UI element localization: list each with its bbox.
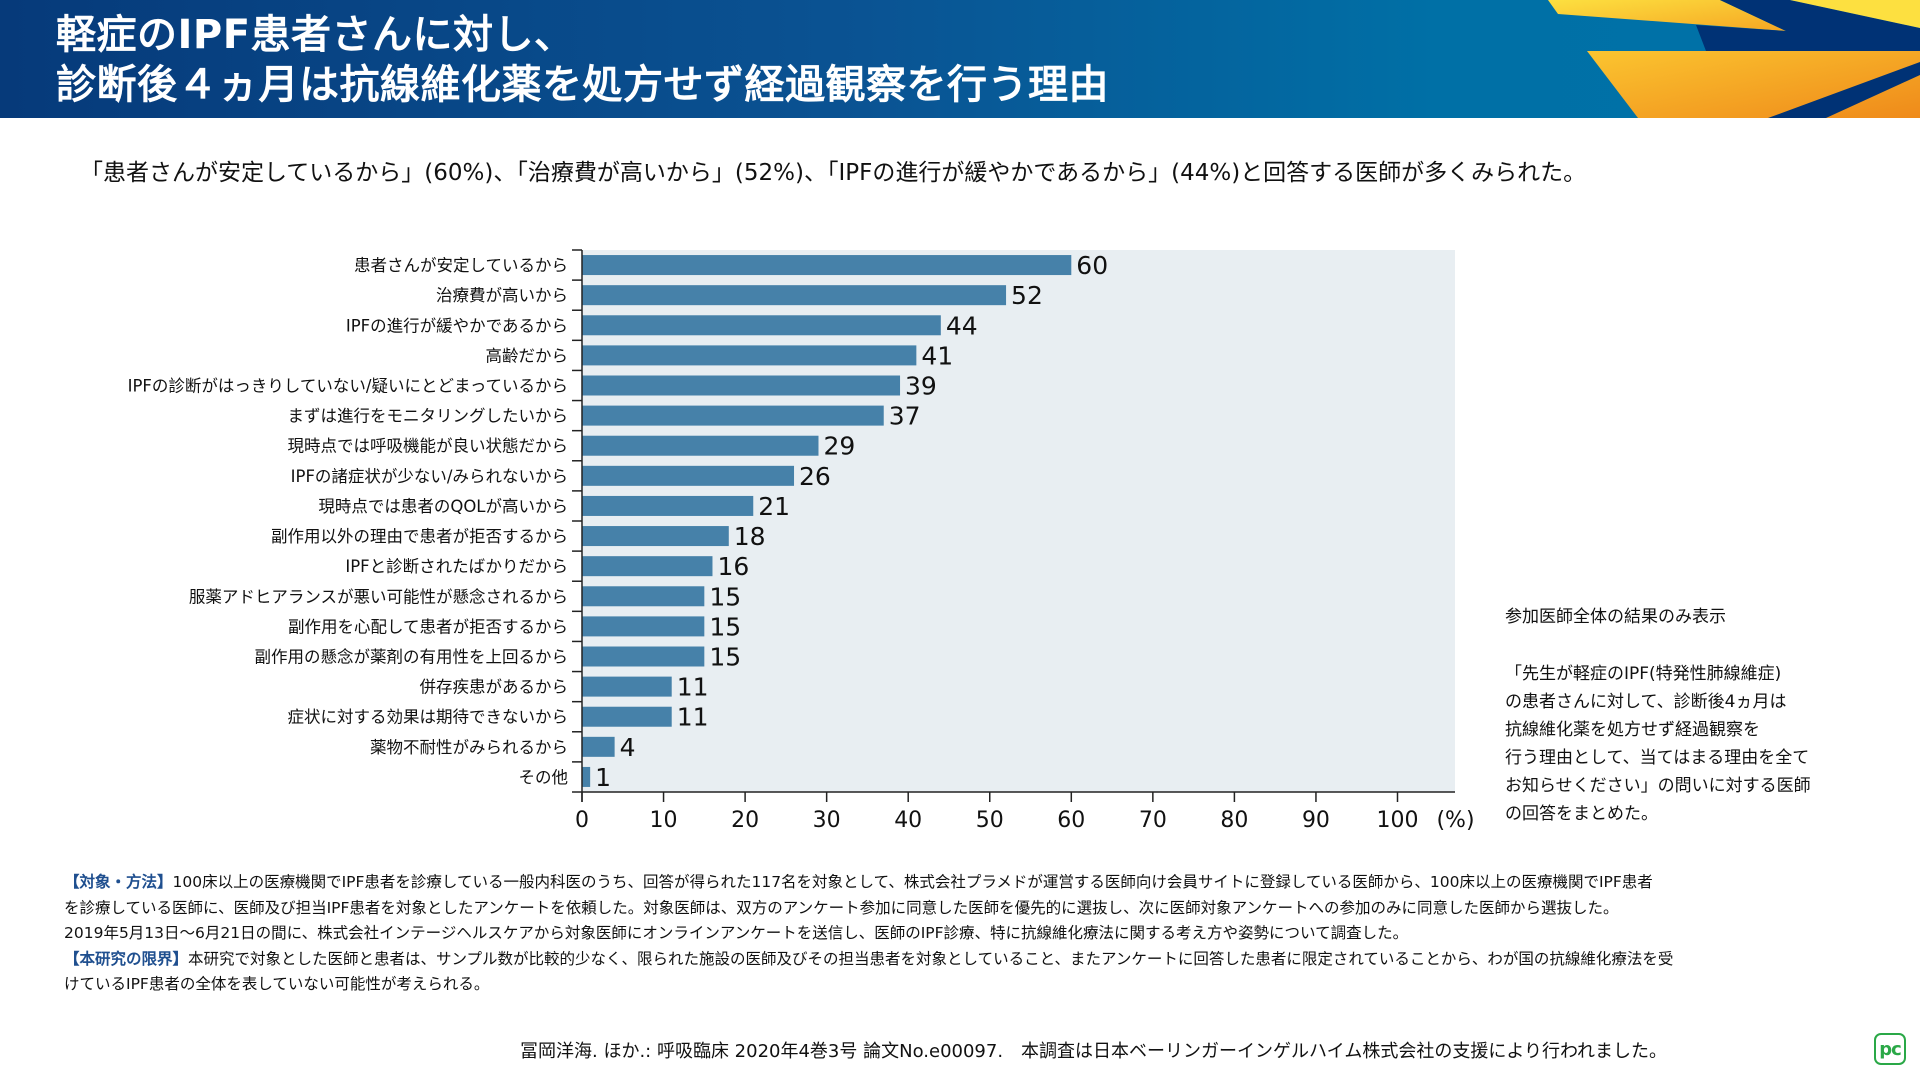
note-question: 「先生が軽症のIPF(特発性肺線維症) の患者さんに対して、診断後4ヵ月は 抗線… — [1505, 660, 1855, 828]
x-tick-label: 50 — [976, 808, 1004, 833]
category-label: IPFの諸症状が少ない/みられないから — [291, 467, 568, 486]
category-label: 副作用の懸念が薬剤の有用性を上回るから — [255, 647, 569, 667]
x-tick-label: 80 — [1220, 808, 1248, 833]
data-label: 11 — [677, 703, 709, 732]
header-shape-navy-top — [1696, 0, 1920, 51]
header-banner: 軽症のIPF患者さんに対し、 診断後４ヵ月は抗線維化薬を処方せず経過観察を行う理… — [0, 0, 1920, 118]
bar — [582, 526, 729, 547]
title-line-1: 軽症のIPF患者さんに対し、 — [56, 12, 575, 58]
data-label: 41 — [921, 341, 953, 370]
summary-text: 「患者さんが安定しているから」(60%)、「治療費が高いから」(52%)、「IP… — [80, 160, 1587, 186]
title-line-2: 診断後４ヵ月は抗線維化薬を処方せず経過観察を行う理由 — [56, 62, 1109, 108]
header-shape-yellow-top — [1548, 0, 1786, 31]
note-question-line: の患者さんに対して、診断後4ヵ月は — [1505, 692, 1787, 712]
pc-logo-icon: pc — [1874, 1033, 1906, 1065]
category-label: 現時点では呼吸機能が良い状態だから — [288, 437, 569, 456]
bar — [582, 706, 672, 727]
x-tick-label: 20 — [731, 808, 759, 833]
bar — [582, 435, 819, 456]
methods-section: 【対象・方法】100床以上の医療機関でIPF患者を診療している一般内科医のうち、… — [64, 870, 1864, 998]
methods-line: 【対象・方法】100床以上の医療機関でIPF患者を診療している一般内科医のうち、… — [64, 870, 1864, 896]
note-question-line: 「先生が軽症のIPF(特発性肺線維症) — [1505, 664, 1782, 684]
data-label: 16 — [717, 552, 749, 581]
page-title: 軽症のIPF患者さんに対し、 診断後４ヵ月は抗線維化薬を処方せず経過観察を行う理… — [56, 10, 1109, 110]
x-tick-label: 70 — [1139, 808, 1167, 833]
data-label: 11 — [677, 673, 709, 702]
limitations-line: けているIPF患者の全体を表していない可能性が考えられる。 — [64, 975, 490, 993]
x-axis-unit-label: (%) — [1436, 808, 1474, 833]
data-label: 15 — [709, 582, 741, 611]
bar — [582, 375, 901, 396]
header-decoration — [1548, 0, 1920, 118]
category-label: 副作用を心配して患者が拒否するから — [288, 617, 568, 636]
x-tick-label: 0 — [575, 808, 589, 833]
category-label: 症状に対する効果は期待できないから — [288, 708, 569, 727]
methods-label: 【対象・方法】 — [64, 873, 173, 891]
methods-text: 100床以上の医療機関でIPF患者を診療している一般内科医のうち、回答が得られた… — [172, 873, 1653, 891]
category-label: その他 — [519, 768, 569, 787]
methods-line: を診療している医師に、医師及び担当IPF患者を対象としたアンケートを依頼した。対… — [64, 898, 1619, 917]
methods-line: 2019年5月13日〜6月21日の間に、株式会社インテージヘルスケアから対象医師… — [64, 924, 1409, 942]
note-scope: 参加医師全体の結果のみ表示 — [1505, 607, 1726, 627]
category-label: 薬物不耐性がみられるから — [370, 738, 568, 757]
data-label: 21 — [758, 492, 790, 521]
data-label: 15 — [709, 643, 741, 672]
data-label: 4 — [620, 733, 636, 762]
category-label: 服薬アドヒアランスが悪い可能性が懸念されるから — [189, 586, 568, 606]
note-question-line: 行う理由として、当てはまる理由を全て — [1505, 748, 1810, 768]
note-question-line: お知らせください」の問いに対する医師 — [1505, 776, 1811, 796]
data-label: 52 — [1011, 281, 1043, 310]
bar — [582, 285, 1007, 306]
citation: 冨岡洋海. ほか.: 呼吸臨床 2020年4巻3号 論文No.e00097. 本… — [520, 1041, 1668, 1062]
bar — [582, 465, 795, 486]
limitations-line: 【本研究の限界】本研究で対象とした医師と患者は、サンプル数が比較的少なく、限られ… — [64, 947, 1864, 973]
category-label: IPFと診断されたばかりだから — [345, 557, 568, 576]
note-question-line: 抗線維化薬を処方せず経過観察を — [1505, 720, 1760, 740]
limitations-text: 本研究で対象とした医師と患者は、サンプル数が比較的少なく、限られた施設の医師及び… — [188, 949, 1674, 968]
data-label: 37 — [889, 402, 921, 431]
category-label: IPFの診断がはっきりしていない/疑いにとどまっているから — [128, 377, 568, 396]
category-label: 高齢だから — [486, 346, 569, 365]
x-tick-label: 100 — [1377, 808, 1419, 833]
bar — [582, 255, 1072, 276]
x-tick-label: 60 — [1057, 808, 1085, 833]
category-label: 患者さんが安定しているから — [354, 256, 568, 275]
data-label: 39 — [905, 372, 937, 401]
x-tick-label: 10 — [650, 808, 678, 833]
bar — [582, 616, 705, 637]
bar — [582, 646, 705, 667]
bar — [582, 586, 705, 607]
bar — [582, 345, 917, 366]
category-label: IPFの進行が緩やかであるから — [346, 316, 568, 335]
category-label: 現時点では患者のQOLが高いから — [318, 497, 568, 516]
category-label: 治療費が高いから — [436, 286, 568, 305]
header-shape-navy-bottom — [1768, 62, 1920, 118]
bar — [582, 556, 713, 577]
note-question-line: の回答をまとめた。 — [1505, 804, 1658, 824]
header-shape-yellow-corner — [1790, 0, 1920, 28]
x-tick-label: 30 — [813, 808, 841, 833]
data-label: 18 — [734, 522, 766, 551]
x-tick-label: 40 — [894, 808, 922, 833]
data-label: 44 — [946, 311, 978, 340]
bar — [582, 766, 591, 787]
category-label: 併存疾患があるから — [420, 678, 569, 697]
limitations-label: 【本研究の限界】 — [64, 949, 189, 968]
bar — [582, 495, 754, 516]
x-tick-label: 90 — [1302, 808, 1330, 833]
plot-background — [582, 250, 1455, 792]
data-label: 15 — [709, 612, 741, 641]
data-label: 60 — [1076, 251, 1108, 280]
data-label: 29 — [823, 432, 855, 461]
category-label: まずは進行をモニタリングしたいから — [288, 407, 569, 426]
data-label: 1 — [595, 763, 611, 792]
bar — [582, 676, 672, 697]
bar — [582, 736, 615, 757]
bar — [582, 405, 884, 426]
bar — [582, 315, 941, 336]
category-label: 副作用以外の理由で患者が拒否するから — [271, 527, 568, 546]
data-label: 26 — [799, 462, 831, 491]
